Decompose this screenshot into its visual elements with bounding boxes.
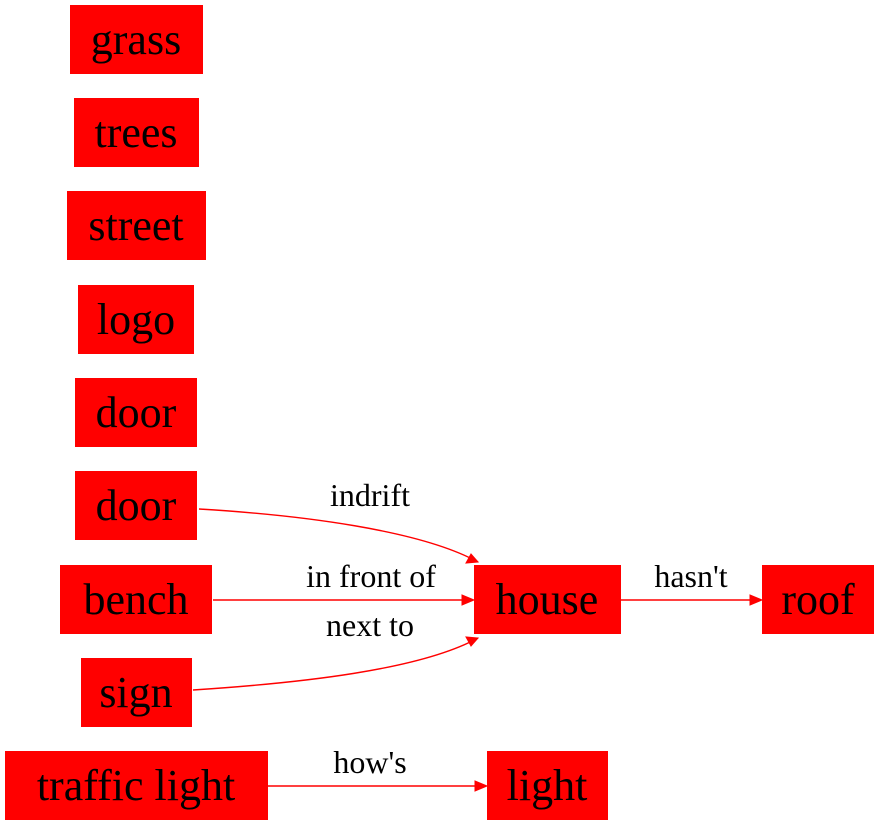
edge-label-next-to: next to <box>326 607 414 643</box>
node-house: house <box>474 565 621 634</box>
node-trees: trees <box>74 98 199 167</box>
edge-label-hows: how's <box>333 744 406 780</box>
node-label-grass: grass <box>91 15 181 64</box>
node-label-logo: logo <box>97 295 175 344</box>
node-sign: sign <box>81 658 192 727</box>
node-label-door: door <box>96 388 177 437</box>
node-label-street: street <box>88 201 183 250</box>
node-street: street <box>67 191 206 260</box>
node-label-roof: roof <box>781 575 855 624</box>
node-label-traffic-light: traffic light <box>37 761 235 810</box>
node-door: door <box>75 378 197 447</box>
node-traffic-light: traffic light <box>5 751 268 820</box>
node-light: light <box>487 751 608 820</box>
node-label-door-2: door <box>96 481 177 530</box>
node-roof: roof <box>762 565 874 634</box>
edge-label-indrift: indrift <box>330 477 410 513</box>
edge-label-hasnt: hasn't <box>654 558 727 594</box>
node-logo: logo <box>78 285 194 354</box>
node-label-bench: bench <box>83 575 188 624</box>
edge-door-house: indrift <box>198 477 480 564</box>
node-label-sign: sign <box>99 668 172 717</box>
edge-traffic-light-light: how's <box>268 744 489 792</box>
node-door-2: door <box>75 471 197 540</box>
edge-bench-house: in front of <box>213 558 476 606</box>
node-bench: bench <box>60 565 212 634</box>
edge-sign-house: next to <box>192 607 480 691</box>
node-label-house: house <box>496 575 599 624</box>
node-label-trees: trees <box>94 108 177 157</box>
node-label-light: light <box>507 761 588 810</box>
edge-house-roof: hasn't <box>621 558 764 606</box>
node-grass: grass <box>70 5 203 74</box>
edge-label-in-front-of: in front of <box>306 558 436 594</box>
